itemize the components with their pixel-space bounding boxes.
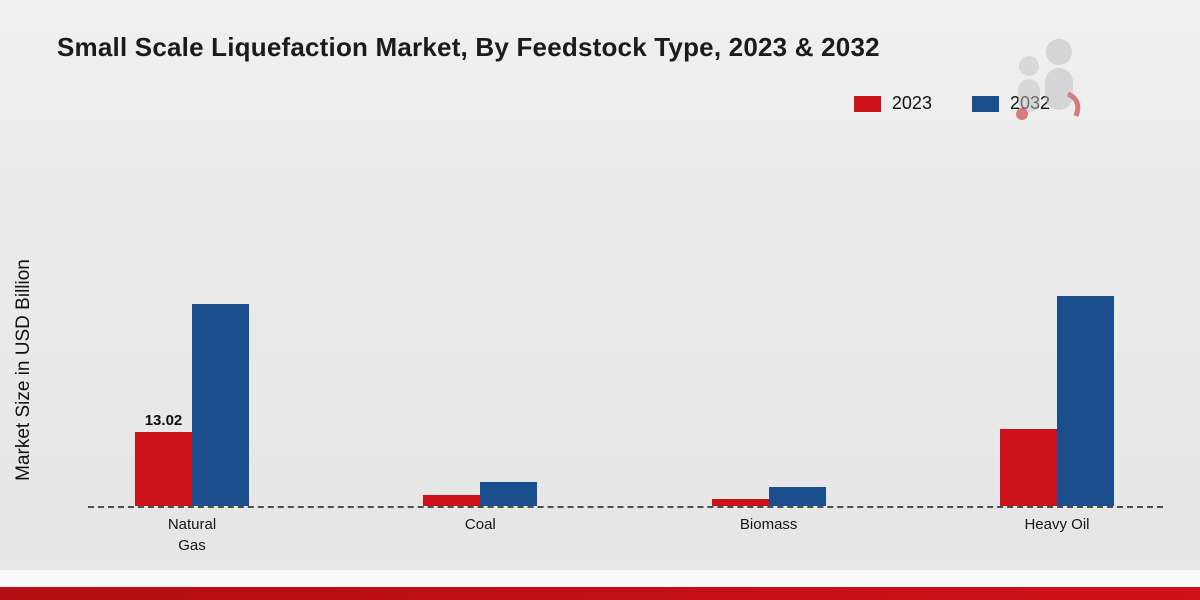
bar-2032-coal: [480, 482, 538, 506]
bar-wrap: [480, 482, 538, 506]
bar-wrap: [768, 487, 826, 506]
legend-item-2023: 2023: [853, 93, 932, 114]
bar-groups: 13.02: [135, 296, 1114, 506]
bar-group-coal: [423, 482, 538, 506]
watermark-logo: [1016, 39, 1081, 120]
category-label-biomass: Biomass: [739, 516, 798, 533]
bar-2023-biomass: [711, 499, 769, 506]
bar-group-heavy-oil: [999, 296, 1114, 506]
bar-wrap: [999, 428, 1057, 506]
y-axis-label: Market Size in USD Billion: [13, 259, 34, 481]
chart-title: Small Scale Liquefaction Market, By Feed…: [57, 32, 880, 62]
legend-label: 2023: [891, 93, 932, 113]
bar-wrap: [711, 499, 769, 506]
bar-wrap: 13.02: [135, 412, 192, 506]
x-axis-baseline: [88, 506, 1163, 508]
bar-2032-heavy-oil: [1056, 296, 1114, 506]
bar-wrap: [192, 304, 249, 506]
footer-white-band: [0, 570, 1200, 587]
bar-2032-biomass: [768, 487, 826, 506]
category-label-heavy-oil: Heavy Oil: [1024, 516, 1090, 533]
bar-2032-natural-gas: [192, 304, 249, 506]
category-labels: Natural Gas Coal Biomass Heavy Oil: [135, 514, 1114, 556]
bar-group-natural-gas: 13.02: [135, 304, 249, 506]
category-label-coal: Coal: [464, 516, 496, 533]
legend-swatch-2023: [853, 95, 881, 112]
bar-wrap: [1056, 296, 1114, 506]
bar-wrap: [423, 495, 481, 506]
bar-value-label: 13.02: [144, 412, 183, 429]
bar-2023-heavy-oil: [999, 428, 1057, 506]
bar-2023-natural-gas: [135, 432, 192, 506]
bar-2023-coal: [423, 495, 481, 506]
bar-group-biomass: [711, 487, 826, 506]
legend-swatch-2032: [971, 95, 999, 112]
category-label-natural-gas: Natural Gas: [167, 516, 217, 554]
footer-accent-bar: [0, 587, 1200, 600]
